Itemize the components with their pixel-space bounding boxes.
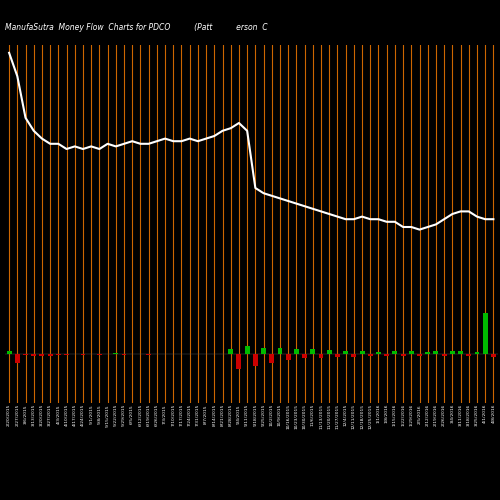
Bar bbox=[23, 354, 28, 355]
Bar bbox=[6, 351, 12, 354]
Bar bbox=[97, 354, 102, 355]
Bar bbox=[318, 354, 324, 358]
Bar bbox=[48, 354, 52, 356]
Bar bbox=[466, 354, 471, 356]
Bar bbox=[56, 354, 61, 355]
Text: ManufaSutra  Money Flow  Charts for PDCO          (Patt          erson  C: ManufaSutra Money Flow Charts for PDCO (… bbox=[5, 22, 268, 32]
Bar bbox=[302, 354, 307, 358]
Bar bbox=[409, 351, 414, 354]
Bar bbox=[335, 354, 340, 357]
Bar bbox=[270, 354, 274, 363]
Bar bbox=[368, 354, 372, 356]
Bar bbox=[376, 352, 381, 354]
Bar bbox=[64, 354, 69, 355]
Bar bbox=[15, 354, 20, 363]
Bar bbox=[360, 351, 364, 354]
Bar bbox=[40, 354, 44, 356]
Bar bbox=[474, 352, 480, 354]
Bar bbox=[80, 354, 86, 355]
Bar bbox=[32, 354, 36, 356]
Bar bbox=[491, 354, 496, 357]
Bar bbox=[236, 354, 242, 369]
Bar bbox=[352, 354, 356, 357]
Bar bbox=[327, 350, 332, 354]
Bar bbox=[286, 354, 290, 360]
Bar bbox=[392, 351, 398, 354]
Bar bbox=[253, 354, 258, 366]
Bar bbox=[294, 349, 299, 354]
Bar bbox=[426, 352, 430, 354]
Bar bbox=[458, 351, 463, 354]
Bar bbox=[261, 348, 266, 354]
Bar bbox=[244, 346, 250, 354]
Bar bbox=[417, 354, 422, 356]
Bar bbox=[434, 351, 438, 354]
Bar bbox=[384, 354, 389, 356]
Bar bbox=[482, 312, 488, 354]
Bar bbox=[343, 351, 348, 354]
Bar bbox=[278, 348, 282, 354]
Bar bbox=[400, 354, 406, 356]
Bar bbox=[450, 351, 455, 354]
Bar bbox=[228, 348, 233, 354]
Bar bbox=[310, 349, 316, 354]
Bar bbox=[114, 353, 118, 354]
Bar bbox=[442, 354, 446, 356]
